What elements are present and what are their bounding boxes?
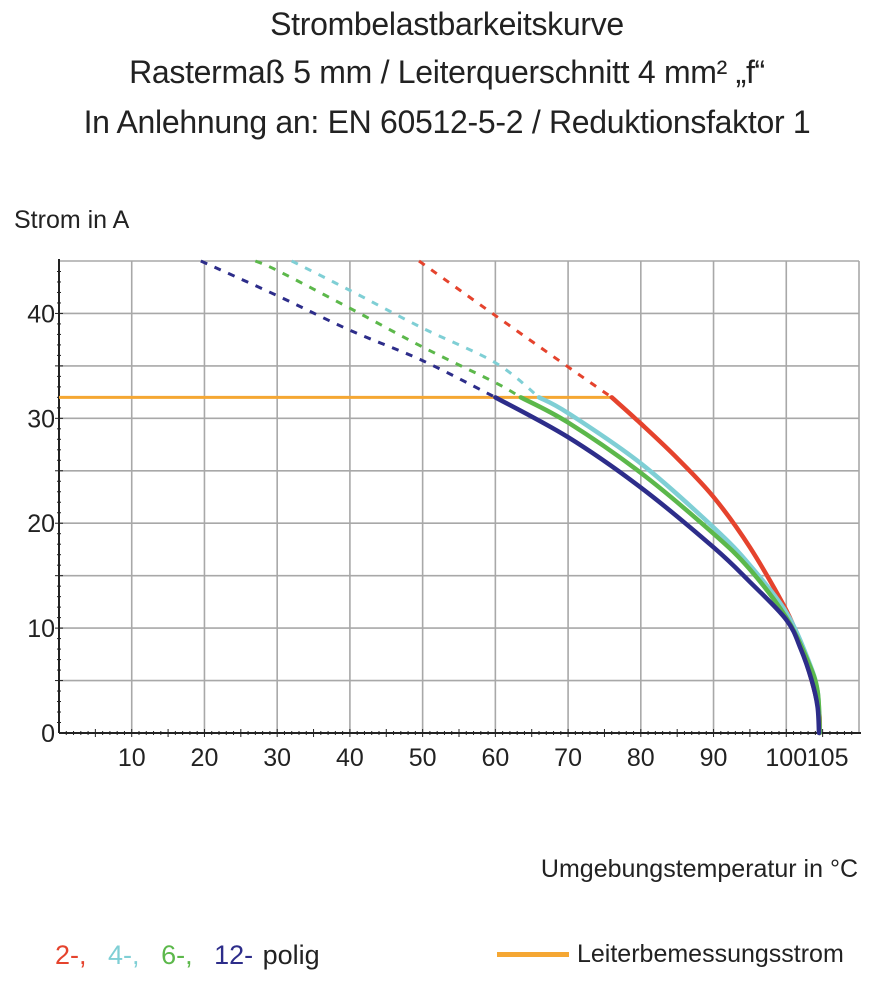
- series-3-solid-line: [493, 395, 822, 736]
- x-tick-label: 40: [336, 744, 364, 772]
- y-axis-label: Strom in A: [14, 206, 130, 234]
- series-2-dashed-line: [254, 259, 522, 399]
- chart-subtitle-2: In Anlehnung an: EN 60512-5-2 / Reduktio…: [83, 104, 811, 140]
- series-0-dashed-line: [418, 259, 613, 399]
- x-tick-label: 100: [765, 744, 807, 772]
- y-tick-label: 30: [27, 405, 55, 433]
- legend-6-polig: 6-,: [161, 940, 193, 970]
- legend-rated-current-label: Leiterbemessungsstrom: [577, 940, 844, 968]
- y-tick-label: 0: [41, 720, 55, 748]
- y-tick-label: 10: [27, 615, 55, 643]
- y-tick-label: 40: [27, 300, 55, 328]
- x-tick-label: 10: [118, 744, 146, 772]
- x-tick-label: 20: [191, 744, 219, 772]
- x-tick-label: 60: [481, 744, 509, 772]
- legend-series: 2-, 4-, 6-, 12- polig: [55, 940, 334, 971]
- legend-rated-current: Leiterbemessungsstrom: [497, 940, 844, 969]
- x-tick-label: 90: [700, 744, 728, 772]
- legend-4-polig: 4-,: [108, 940, 140, 970]
- legend-suffix: polig: [262, 940, 320, 970]
- series-3-dashed-line: [200, 259, 497, 399]
- x-tick-label: 80: [627, 744, 655, 772]
- x-tick-label: 105: [807, 744, 849, 772]
- x-tick-label: 30: [263, 744, 291, 772]
- chart-title: Strombelastbarkeitskurve: [270, 6, 624, 42]
- y-tick-label: 20: [27, 510, 55, 538]
- series-1-dashed-line: [291, 259, 540, 399]
- legend-rated-current-swatch: [497, 952, 569, 957]
- legend-2-polig: 2-,: [55, 940, 87, 970]
- x-axis-label: Umgebungstemperatur in °C: [540, 855, 858, 883]
- series-2-solid-line: [518, 395, 822, 736]
- x-tick-label: 70: [554, 744, 582, 772]
- x-tick-label: 50: [409, 744, 437, 772]
- legend-12-polig: 12-: [214, 940, 254, 970]
- chart-subtitle-1: Rastermaß 5 mm / Leiterquerschnitt 4 mm²…: [129, 54, 765, 90]
- series-0-solid-line: [609, 395, 823, 736]
